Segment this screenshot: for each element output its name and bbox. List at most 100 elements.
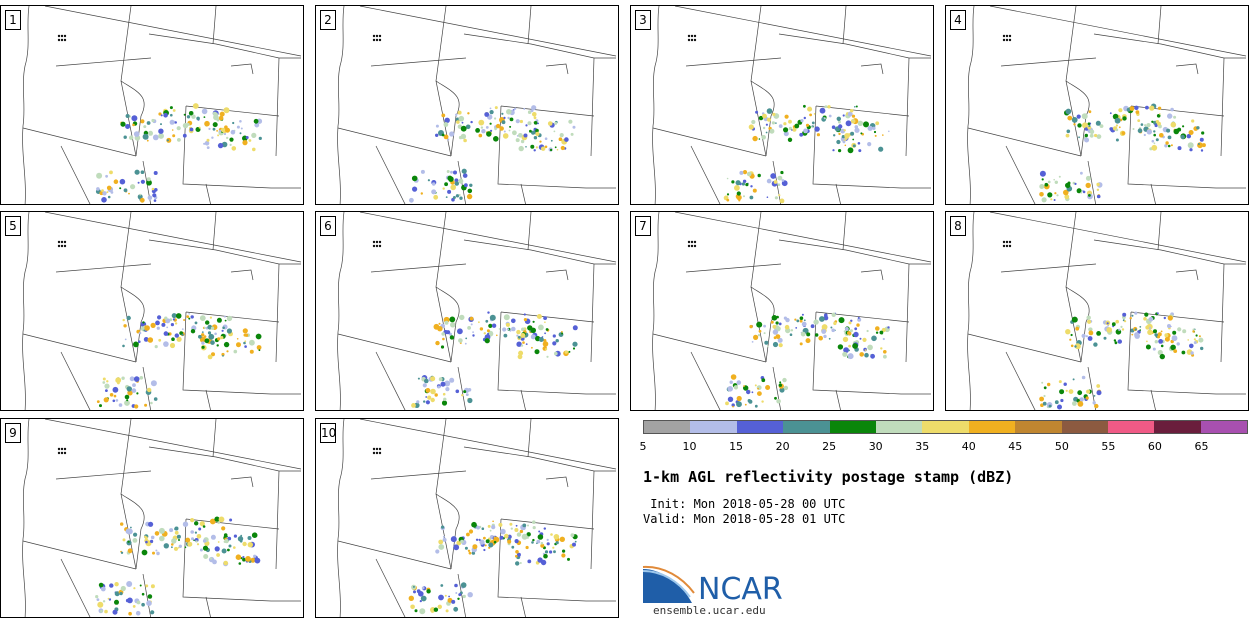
reflectivity-cell (412, 186, 418, 192)
boundary-line (674, 6, 932, 57)
reflectivity-cell (511, 326, 516, 332)
reflectivity-cell (519, 529, 524, 534)
reflectivity-cell (189, 127, 194, 132)
reflectivity-cell (1089, 133, 1094, 138)
boundary-line (989, 6, 1247, 57)
reflectivity-cell (859, 337, 862, 340)
reflectivity-cell (519, 119, 523, 124)
reflectivity-cell (781, 179, 785, 182)
reflectivity-cell (100, 609, 103, 613)
reflectivity-cell (1043, 394, 1046, 398)
reflectivity-cell (550, 533, 553, 536)
reflectivity-cell (774, 196, 778, 200)
reflectivity-cell (1177, 327, 1182, 332)
reflectivity-cell (128, 192, 130, 195)
reflectivity-cell (778, 383, 782, 387)
island-dot (372, 240, 376, 244)
reflectivity-cell (145, 584, 149, 588)
reflectivity-cell (842, 140, 846, 144)
reflectivity-cell (1118, 126, 1121, 129)
reflectivity-cell (221, 548, 227, 554)
boundary-line (1065, 212, 1082, 363)
reflectivity-cell (1058, 380, 1062, 384)
reflectivity-cell (104, 609, 108, 614)
reflectivity-cell (237, 536, 244, 542)
reflectivity-cell (244, 333, 249, 337)
island-dot (57, 244, 61, 248)
reflectivity-cell (535, 146, 538, 149)
reflectivity-cell (203, 142, 206, 145)
ensemble-member-panel: 9 (0, 418, 304, 618)
reflectivity-cell (789, 333, 793, 336)
island-dot (1008, 38, 1012, 42)
boundary-line (1157, 6, 1162, 45)
reflectivity-cell (147, 387, 152, 393)
boundary-line (463, 446, 616, 472)
reflectivity-cell (545, 328, 549, 331)
reflectivity-cell (446, 170, 450, 173)
reflectivity-cell (430, 388, 436, 395)
reflectivity-cell (150, 380, 157, 387)
reflectivity-cell (850, 319, 853, 322)
reflectivity-cell (153, 171, 158, 175)
reflectivity-cell (169, 342, 176, 349)
reflectivity-cell (838, 132, 841, 136)
reflectivity-cell (1189, 343, 1194, 349)
island-dot (1008, 240, 1012, 244)
reflectivity-cell (1084, 133, 1088, 138)
boundary-line (435, 493, 460, 570)
reflectivity-cell (222, 326, 225, 330)
reflectivity-cell (771, 121, 775, 125)
reflectivity-cell (754, 404, 758, 408)
reflectivity-cell (242, 556, 245, 559)
island-dot (687, 244, 691, 248)
boundary-line (205, 183, 211, 204)
reflectivity-cell (850, 109, 854, 113)
reflectivity-cell (1118, 108, 1123, 113)
reflectivity-cell (1159, 353, 1165, 360)
reflectivity-cell (1145, 344, 1151, 350)
reflectivity-cell (1041, 197, 1047, 203)
reflectivity-cell (253, 118, 259, 124)
reflectivity-cell (455, 194, 460, 198)
reflectivity-cell (1048, 404, 1052, 408)
reflectivity-cell (726, 193, 730, 196)
reflectivity-cell (1087, 122, 1091, 125)
reflectivity-cell (419, 608, 426, 615)
reflectivity-cell (236, 125, 240, 129)
colorbar-tick-label: 20 (775, 440, 790, 453)
reflectivity-cell (558, 137, 563, 141)
reflectivity-cell (191, 114, 196, 119)
reflectivity-cell (509, 522, 513, 526)
reflectivity-cell (232, 121, 235, 125)
reflectivity-cell (1060, 398, 1064, 403)
reflectivity-cell (1198, 337, 1204, 343)
reflectivity-cell (453, 170, 457, 175)
reflectivity-cell (799, 132, 804, 137)
boundary-line (22, 212, 30, 410)
reflectivity-cell (216, 130, 219, 132)
reflectivity-cell (736, 401, 742, 408)
reflectivity-cell (438, 322, 441, 325)
reflectivity-cell (1186, 134, 1191, 139)
reflectivity-cell (503, 333, 508, 338)
reflectivity-cell (521, 327, 525, 332)
boundary-line (674, 212, 932, 263)
reflectivity-cell (515, 550, 519, 554)
boundary-line (1065, 6, 1082, 157)
reflectivity-colorbar (643, 420, 1248, 434)
boundary-line (1000, 57, 1097, 67)
reflectivity-cell (107, 195, 111, 199)
reflectivity-cell (463, 390, 467, 394)
reflectivity-cell (483, 536, 486, 540)
reflectivity-cell (1115, 319, 1119, 324)
reflectivity-cell (489, 107, 492, 110)
reflectivity-cell (1201, 143, 1206, 148)
reflectivity-cell (801, 321, 807, 327)
reflectivity-cell (743, 195, 745, 198)
reflectivity-cell (478, 538, 481, 541)
reflectivity-cell (147, 337, 154, 343)
island-dot (57, 38, 61, 42)
state-boundaries-map (337, 6, 617, 204)
reflectivity-cell (1153, 130, 1156, 133)
